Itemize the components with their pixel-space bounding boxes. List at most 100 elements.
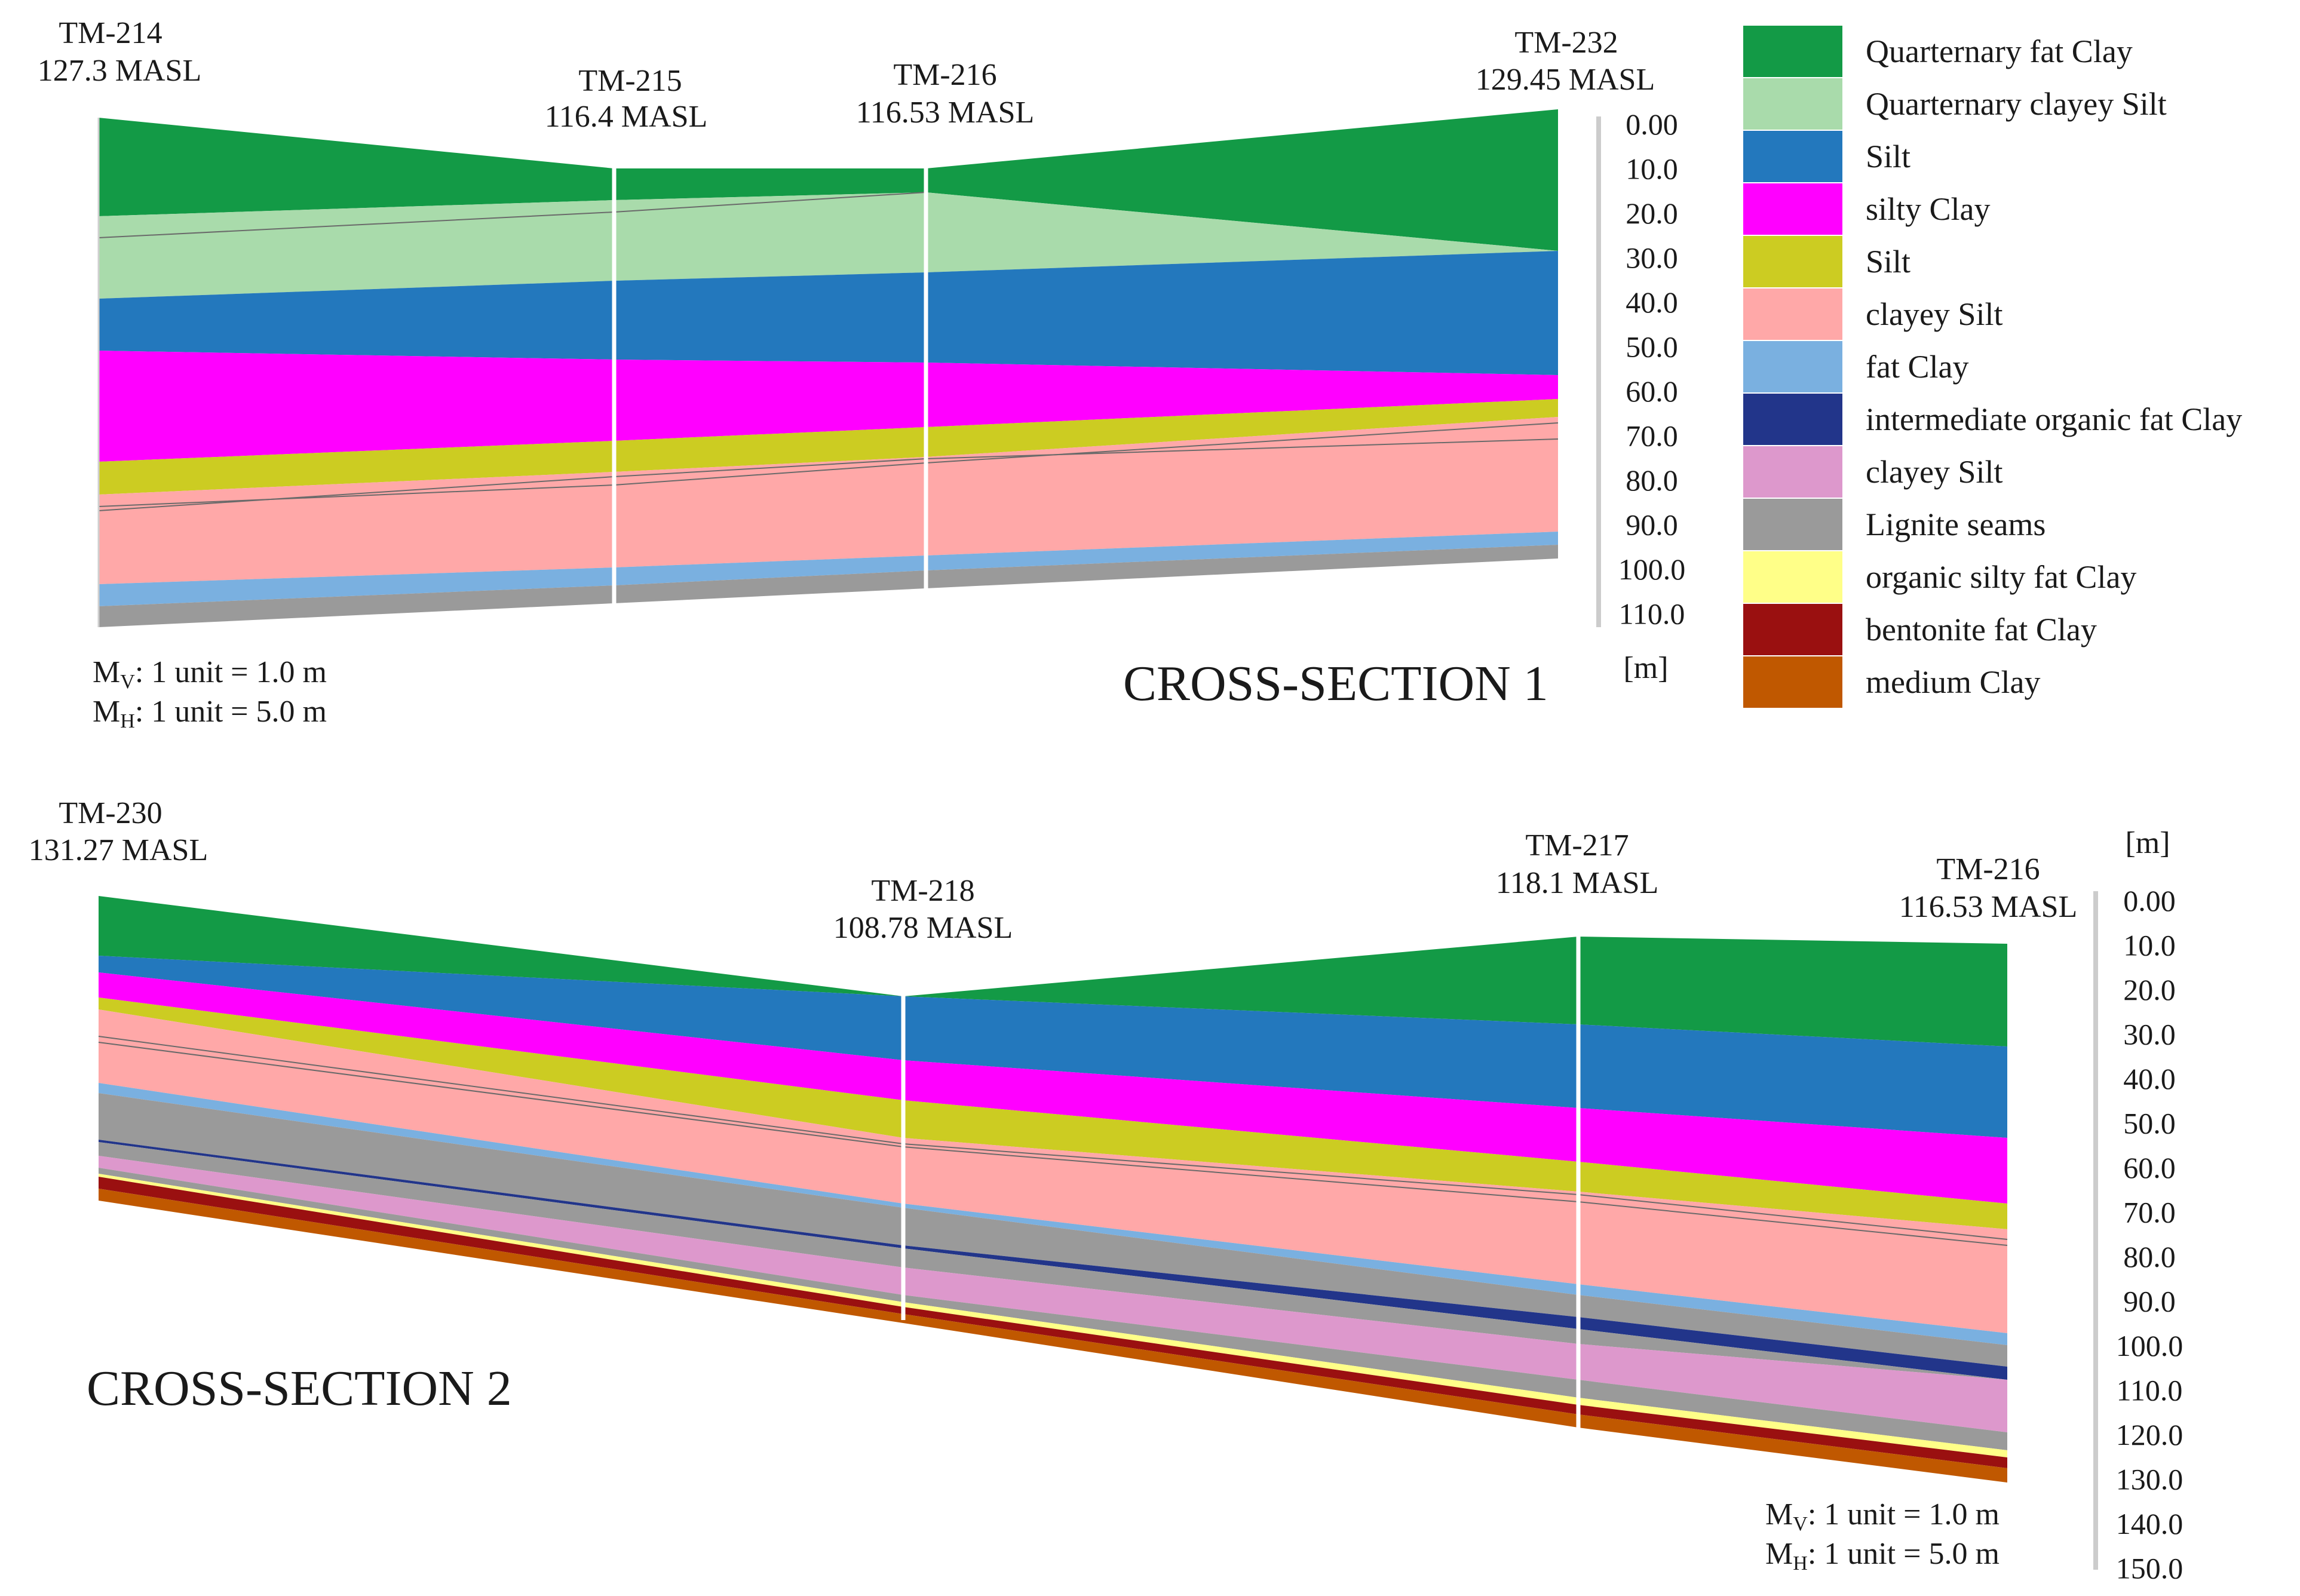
cs1-scale-v: MV: 1 unit = 1.0 m [93, 655, 327, 693]
cs2-bh-elev: 118.1 MASL [1496, 866, 1659, 900]
depth-tick-label: 40.0 [2123, 1062, 2176, 1095]
legend-swatch [1743, 499, 1842, 550]
cs1-contact-line [98, 422, 1559, 507]
cross-section-2: TM-230 131.27 MASL TM-218 108.78 MASL TM… [29, 796, 2183, 1585]
depth-tick-label: 30.0 [2123, 1018, 2176, 1051]
depth-tick-label: 10.0 [1626, 152, 1678, 186]
cs2-layer-silt-olive [99, 997, 2007, 1229]
legend-swatch [1743, 78, 1842, 130]
cs2-bh-elev: 131.27 MASL [29, 833, 208, 867]
cs1-scale-h: MH: 1 unit = 5.0 m [93, 695, 327, 732]
depth-tick-label: 0.00 [2123, 884, 2176, 917]
cross-section-1: TM-214 127.3 MASL TM-215 116.4 MASL TM-2… [38, 16, 1685, 732]
legend-label: Lignite seams [1866, 507, 2046, 542]
legend-label: bentonite fat Clay [1866, 612, 2097, 647]
depth-tick-label: 150.0 [2116, 1552, 2184, 1585]
cs1-bh-name: TM-214 [59, 16, 162, 50]
cs1-depth-axis: 0.00 10.0 20.0 30.0 40.0 50.0 60.0 70.0 80.0 90.0… [1596, 108, 1686, 685]
legend-item-medium-clay: medium Clay [1743, 656, 2299, 708]
cs1-bh-elev: 116.53 MASL [856, 96, 1035, 130]
legend: Quarternary fat Clay Quarternary clayey S… [1743, 25, 2299, 708]
legend-swatch [1743, 551, 1842, 603]
cs2-layer-medium-clay [99, 1189, 2007, 1483]
cs1-layer-lignite [99, 545, 1558, 627]
cs2-bh-elev: 108.78 MASL [833, 911, 1013, 945]
depth-tick-label: 60.0 [2123, 1151, 2176, 1184]
legend-item-silt-blue: Silt [1743, 130, 2299, 183]
legend-item-bentonite: bentonite fat Clay [1743, 603, 2299, 656]
cs2-layer-lignite-lower [99, 1168, 2007, 1450]
cs1-scale-v-sub: V [120, 671, 135, 693]
cs1-bh-elev: 116.4 MASL [545, 100, 708, 134]
cs2-bh-name: TM-230 [59, 796, 162, 830]
cs2-layer-clayey-silt-violet [99, 1156, 2007, 1432]
legend-label: medium Clay [1866, 664, 2041, 700]
cs2-layer-lignite-upper [99, 1093, 2007, 1367]
cs2-contact-line [98, 1042, 2008, 1246]
depth-tick-label: 60.0 [1626, 375, 1678, 408]
legend-item-org-silty-fat-clay: organic silty fat Clay [1743, 551, 2299, 603]
cs2-layer-bentonite [99, 1177, 2007, 1468]
cs1-bh-elev: 129.45 MASL [1476, 63, 1655, 97]
depth-tick-label: 100.0 [1618, 553, 1686, 586]
cs2-layer-fat-clay [99, 1083, 2007, 1345]
depth-tick-label: 20.0 [2123, 973, 2176, 1006]
legend-item-fat-clay: fat Clay [1743, 340, 2299, 393]
cs1-bh-name: TM-216 [893, 58, 996, 92]
legend-item-clayey-silt-pink: clayey Silt [1743, 288, 2299, 340]
depth-tick-label: 90.0 [2123, 1285, 2176, 1318]
legend-item-lignite: Lignite seams [1743, 498, 2299, 551]
cs2-bh-name: TM-218 [871, 874, 974, 908]
cs1-layer-q-clayey-silt [99, 192, 1558, 299]
legend-item-int-org-fat-clay: intermediate organic fat Clay [1743, 393, 2299, 446]
legend-swatch [1743, 26, 1842, 77]
depth-tick-label: 80.0 [2123, 1240, 2176, 1273]
legend-label: clayey Silt [1866, 454, 2003, 490]
cs2-layer-int-org-fat-clay [99, 1140, 2007, 1380]
cs2-layer-org-silty-fat-clay [99, 1174, 2007, 1457]
depth-tick-label: 90.0 [1626, 508, 1678, 542]
cs2-scale: MV: 1 unit = 1.0 m MH: 1 unit = 5.0 m [1765, 1497, 2000, 1574]
legend-label: Quarternary clayey Silt [1866, 86, 2167, 122]
cs2-title: CROSS-SECTION 2 [87, 1361, 512, 1416]
legend-swatch [1743, 341, 1842, 392]
cs1-layer-silt-olive [99, 399, 1558, 495]
legend-swatch [1743, 656, 1842, 708]
cs2-unit-label: [m] [2125, 826, 2170, 860]
cs1-layer-silty-clay [99, 351, 1558, 462]
cs2-bh-name: TM-217 [1525, 828, 1629, 863]
depth-tick-label: 50.0 [2123, 1107, 2176, 1140]
cs1-scale: MV: 1 unit = 1.0 m MH: 1 unit = 5.0 m [93, 655, 327, 732]
legend-swatch [1743, 394, 1842, 445]
cs1-scale-h-sub: H [120, 710, 135, 732]
depth-tick-label: 70.0 [2123, 1196, 2176, 1229]
legend-swatch [1743, 183, 1842, 235]
legend-swatch [1743, 236, 1842, 287]
depth-tick-label: 50.0 [1626, 330, 1678, 364]
cs1-contact-line [98, 438, 1559, 511]
depth-tick-label: 130.0 [2116, 1463, 2184, 1496]
legend-item-q-fat-clay: Quarternary fat Clay [1743, 25, 2299, 78]
depth-tick-label: 30.0 [1626, 241, 1678, 275]
cs1-layer-clayey-silt-pink [99, 417, 1558, 584]
depth-tick-label: 110.0 [2117, 1374, 2183, 1407]
cs1-layer-q-fat-clay [99, 109, 1558, 251]
legend-label: clayey Silt [1866, 296, 2003, 332]
cs2-layer-clayey-silt-pink [99, 1009, 2007, 1333]
cs1-scale-v-text: 1 unit = 1.0 m [151, 655, 327, 689]
cs2-scale-h-sub: H [1793, 1552, 1808, 1574]
legend-label: Quarternary fat Clay [1866, 33, 2133, 69]
cs2-scale-v-prefix: M [1765, 1497, 1793, 1531]
cs2-scale-h-prefix: M [1765, 1537, 1793, 1571]
legend-item-q-clayey-silt: Quarternary clayey Silt [1743, 78, 2299, 130]
cs1-bh-name: TM-232 [1514, 26, 1618, 60]
depth-tick-label: 140.0 [2116, 1507, 2184, 1540]
cs1-unit-label: [m] [1623, 651, 1668, 685]
cs1-layers [97, 109, 1559, 627]
cs2-bh-name: TM-216 [1936, 852, 2040, 886]
depth-tick-label: 20.0 [1626, 197, 1678, 230]
cs2-scale-h-text: 1 unit = 5.0 m [1824, 1537, 2000, 1571]
cs1-bh-elev: 127.3 MASL [38, 54, 201, 88]
depth-tick-label: 110.0 [1619, 597, 1685, 631]
legend-label: fat Clay [1866, 349, 1969, 385]
